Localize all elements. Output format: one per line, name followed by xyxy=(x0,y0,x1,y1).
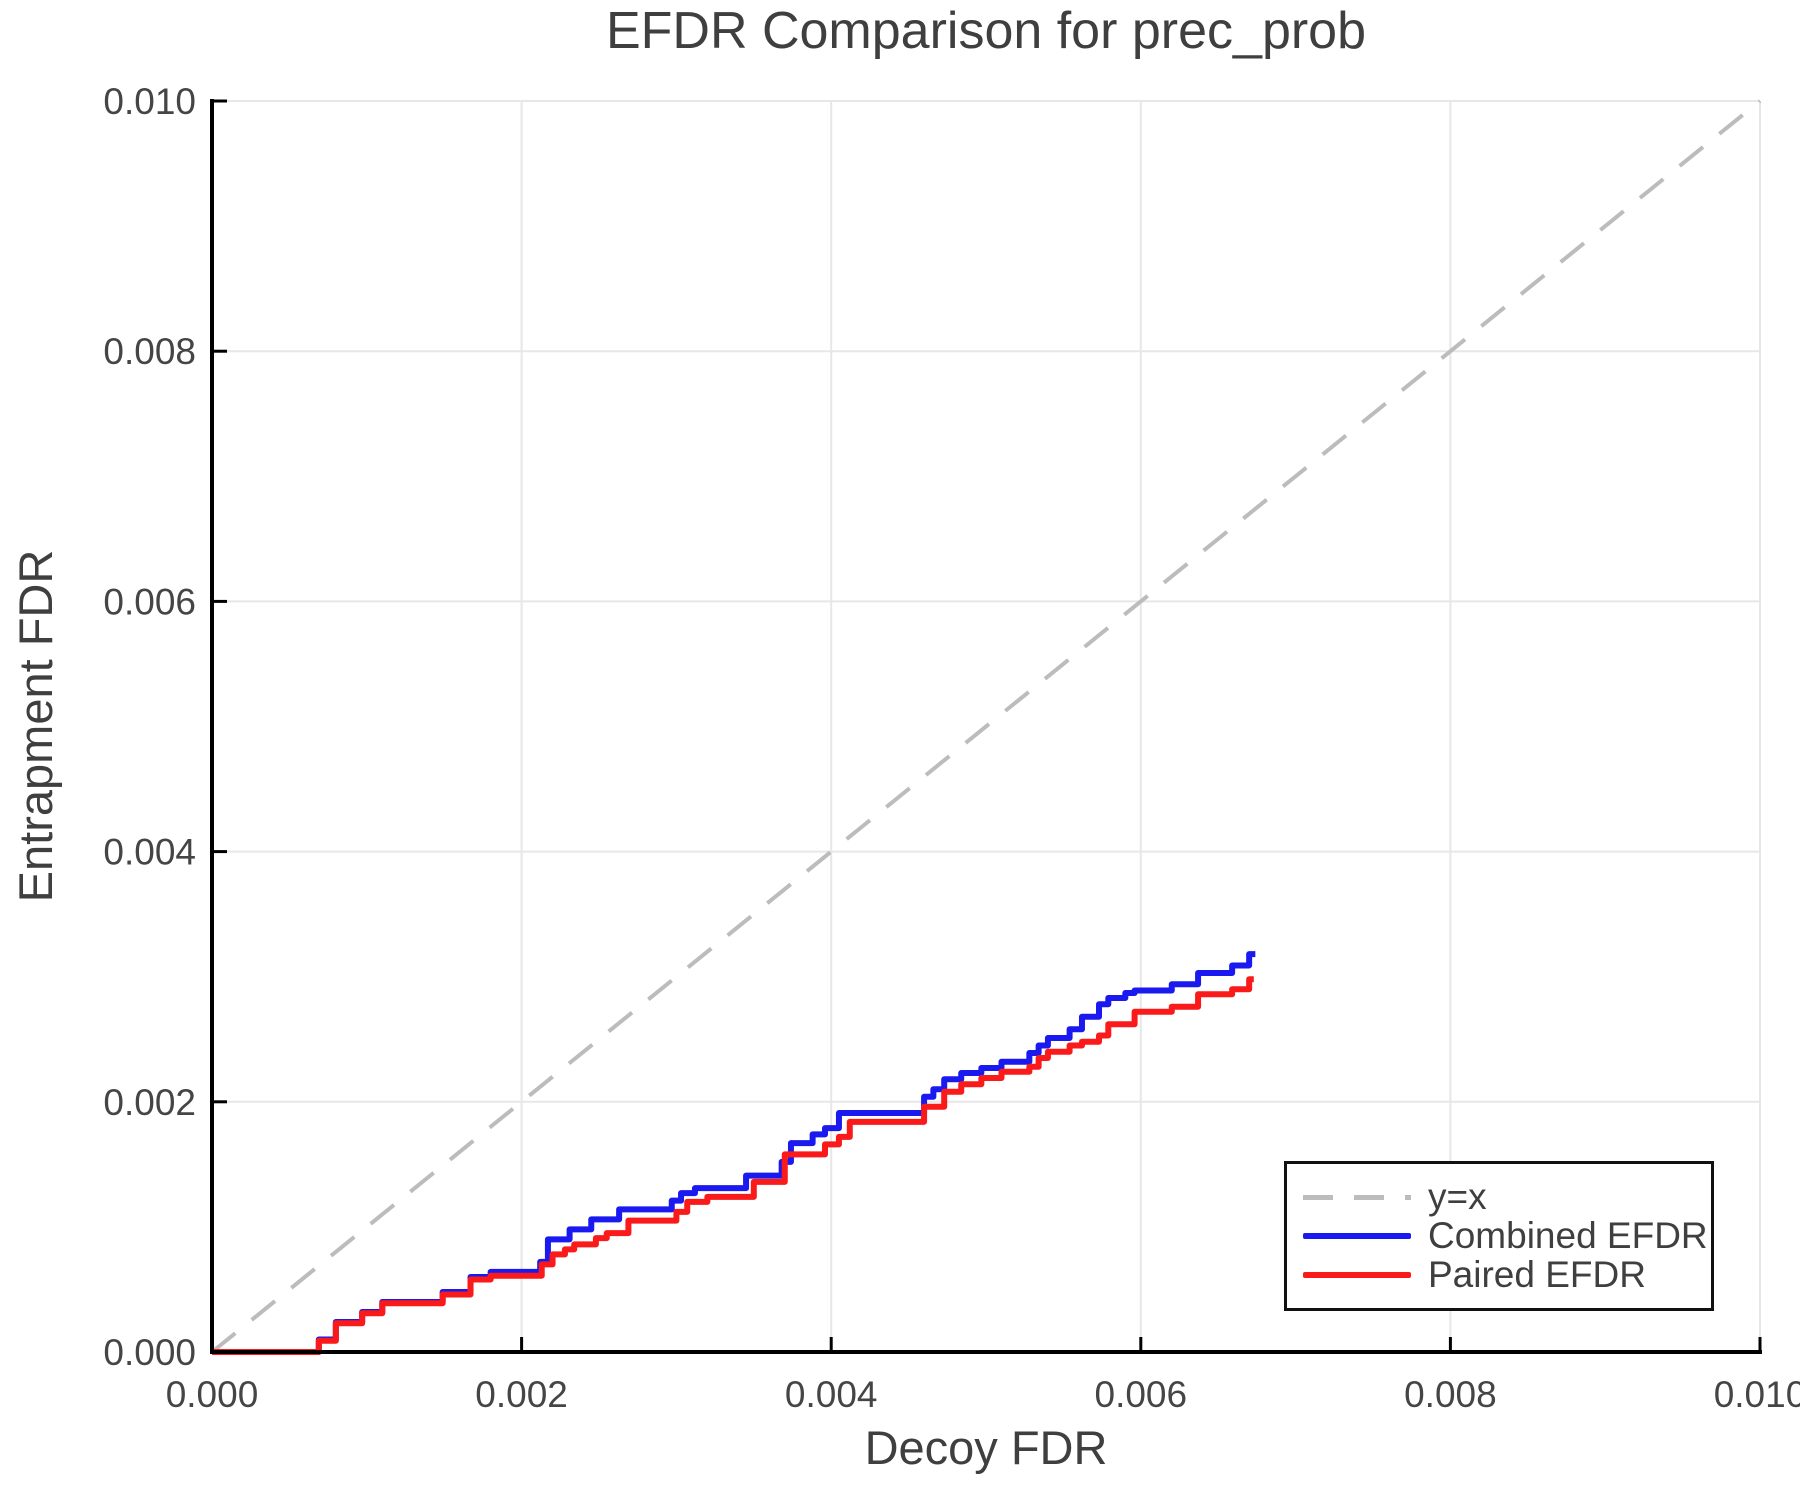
identity-line-swatch xyxy=(1303,1194,1411,1200)
chart-title: EFDR Comparison for prec_prob xyxy=(605,2,1367,60)
legend: y=x Combined EFDR Paired EFDR xyxy=(1284,1161,1714,1311)
x-tick-label: 0.008 xyxy=(1404,1374,1497,1415)
legend-label-identity: y=x xyxy=(1428,1176,1487,1217)
legend-label-paired-efdr: Paired EFDR xyxy=(1428,1254,1646,1295)
x-tick-label: 0.006 xyxy=(1095,1374,1188,1415)
series-path-paired-efdr xyxy=(212,976,1254,1355)
y-tick-label: 0.006 xyxy=(103,581,196,622)
y-tick-label: 0.002 xyxy=(103,1082,196,1123)
series-path-y-x xyxy=(210,99,1762,1354)
x-axis-label: Decoy FDR xyxy=(864,1421,1108,1474)
y-tick-label: 0.008 xyxy=(103,331,196,372)
x-tick-label: 0.004 xyxy=(785,1374,878,1415)
legend-item-paired-efdr: Paired EFDR xyxy=(1287,1254,1711,1295)
y-axis-label: Entrapment FDR xyxy=(9,549,62,903)
y-tick-label: 0.004 xyxy=(103,832,196,873)
legend-label-combined-efdr: Combined EFDR xyxy=(1428,1215,1708,1256)
y-tick-label: 0.000 xyxy=(103,1332,196,1373)
paired-efdr-line-swatch xyxy=(1303,1272,1411,1278)
y-tick-label: 0.010 xyxy=(103,81,196,122)
legend-item-combined-efdr: Combined EFDR xyxy=(1287,1215,1711,1256)
x-tick-label: 0.002 xyxy=(475,1374,568,1415)
combined-efdr-line-swatch xyxy=(1303,1233,1411,1239)
legend-item-identity: y=x xyxy=(1287,1176,1711,1217)
series-path-combined-efdr xyxy=(212,951,1256,1355)
x-tick-label: 0.000 xyxy=(166,1374,259,1415)
x-tick-label: 0.010 xyxy=(1714,1374,1800,1415)
